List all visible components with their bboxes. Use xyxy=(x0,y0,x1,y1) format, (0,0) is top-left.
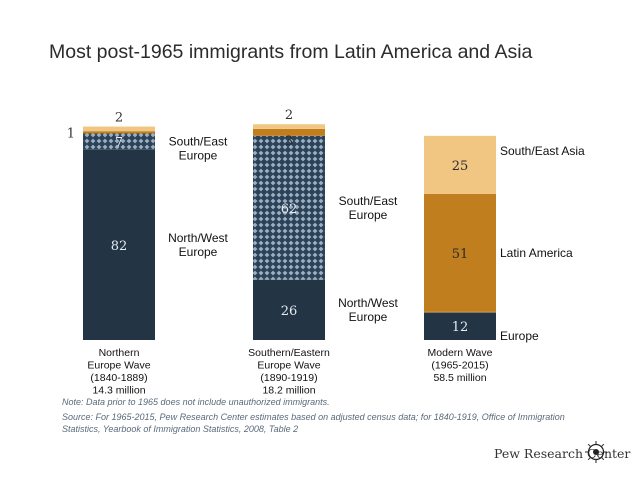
series-annotation: Europe xyxy=(349,310,388,324)
category-label: (1965-2015) xyxy=(431,360,488,372)
data-label: 3 xyxy=(285,134,293,149)
series-annotation: Europe xyxy=(179,245,218,259)
bar-segment xyxy=(83,149,155,340)
series-annotation: South/East xyxy=(339,194,398,208)
series-annotation: South/East Asia xyxy=(500,144,585,158)
bar-segment xyxy=(424,135,496,194)
source-line-2: Statistics, Yearbook of Immigration Stat… xyxy=(62,424,298,434)
data-label: 7 xyxy=(115,136,123,151)
brand-name: Pew Research Center xyxy=(494,446,630,461)
data-label: 2 xyxy=(115,111,123,126)
bar-segment xyxy=(253,124,325,129)
plot-area: 82712266232125125South/EastEuropeNorth/W… xyxy=(67,108,585,343)
data-label: 25 xyxy=(452,159,469,174)
data-label: 1 xyxy=(67,126,75,141)
note-text: Note: Data prior to 1965 does not includ… xyxy=(62,397,330,407)
category-label: (1890-1919) xyxy=(260,372,317,384)
category-label: Modern Wave xyxy=(428,347,493,359)
series-annotation: North/West xyxy=(338,296,398,310)
source-line-1: Source: For 1965-2015, Pew Research Cent… xyxy=(62,412,565,422)
data-label: 26 xyxy=(281,304,298,319)
pew-logo-icon xyxy=(585,441,607,463)
category-label: Europe Wave xyxy=(87,360,150,372)
category-label: Northern xyxy=(99,347,140,359)
category-label: (1840-1889) xyxy=(90,372,147,384)
bar-segment xyxy=(83,133,155,150)
category-label: Southern/Eastern xyxy=(248,347,330,359)
bar-segment xyxy=(253,128,325,136)
category-label: 18.2 million xyxy=(262,385,315,397)
bar-segment xyxy=(424,312,496,340)
bar-segment xyxy=(424,193,496,313)
series-annotation: North/West xyxy=(168,231,228,245)
series-annotation: Europe xyxy=(349,208,388,222)
data-label: 62 xyxy=(281,202,298,217)
data-label: 12 xyxy=(452,320,469,335)
series-annotation: Europe xyxy=(179,149,218,163)
bar-segment xyxy=(253,279,325,340)
category-label: 14.3 million xyxy=(92,385,145,397)
bar-segment xyxy=(253,135,325,280)
data-label: 2 xyxy=(285,108,293,123)
data-label: 51 xyxy=(452,247,469,262)
series-annotation: Latin America xyxy=(500,246,573,260)
series-annotation: Europe xyxy=(500,329,539,343)
category-label: 58.5 million xyxy=(433,372,486,384)
bar-segment xyxy=(83,126,155,132)
bar-segment xyxy=(83,131,155,134)
data-label: 82 xyxy=(111,239,128,254)
series-annotation: South/East xyxy=(169,135,228,149)
category-label: Europe Wave xyxy=(257,360,320,372)
chart-title: Most post-1965 immigrants from Latin Ame… xyxy=(49,41,533,63)
